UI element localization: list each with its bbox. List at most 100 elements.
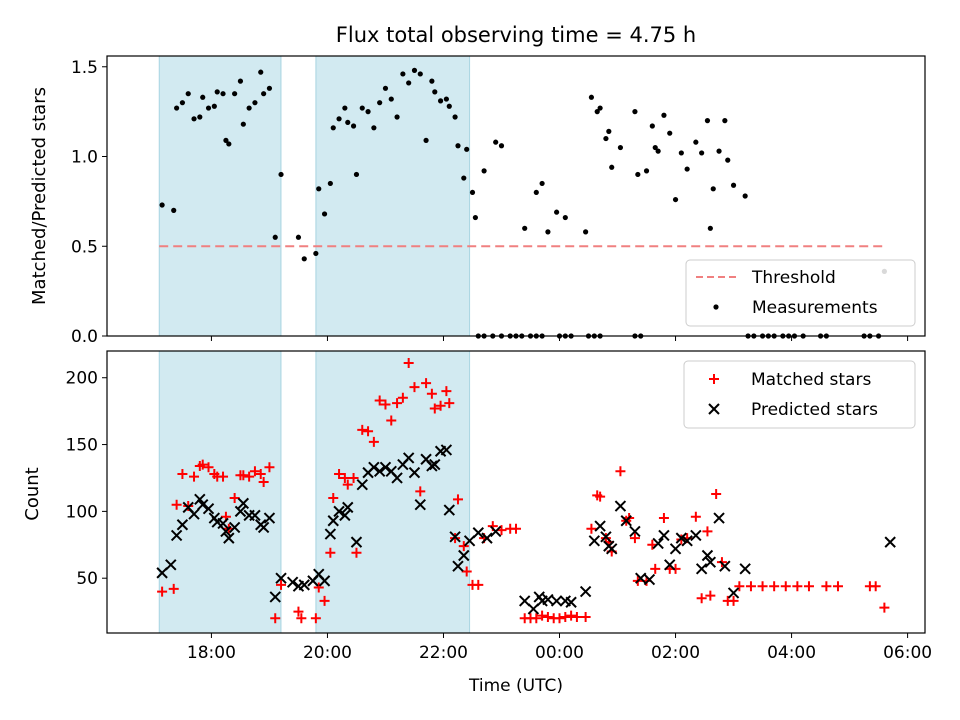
predicted-star-point	[286, 576, 299, 588]
top-ytick-label: 1.5	[71, 58, 98, 78]
chart-title: Flux total observing time = 4.75 h	[336, 23, 696, 47]
measurement-point	[377, 100, 383, 106]
predicted-star-point	[327, 515, 339, 527]
matched-star-point	[392, 398, 403, 409]
measurement-point	[594, 109, 600, 115]
legend-threshold-label: Threshold	[751, 268, 836, 288]
matched-star-point	[342, 479, 353, 490]
bottom-xlabel: Time (UTC)	[468, 676, 563, 696]
measurement-point	[365, 109, 371, 115]
matched-star-point	[368, 436, 379, 447]
matched-star-point	[171, 499, 182, 510]
predicted-star-point	[550, 595, 563, 607]
matched-star-point	[658, 513, 669, 524]
matched-star-point	[728, 595, 739, 606]
predicted-star-point	[426, 460, 438, 472]
measurement-point	[693, 139, 699, 145]
matched-star-point	[310, 613, 321, 624]
measurement-point	[464, 146, 470, 152]
observing-interval-band	[315, 55, 471, 337]
bottom-xtick-label: 00:00	[535, 643, 584, 663]
measurement-point	[330, 125, 336, 131]
predicted-star-point	[614, 500, 627, 512]
measurement-point	[214, 89, 220, 95]
predicted-star-point	[443, 504, 455, 516]
measurement-point	[533, 189, 539, 196]
matched-star-point	[203, 462, 214, 473]
measurement-point	[226, 141, 232, 147]
predicted-star-point	[719, 560, 731, 572]
predicted-star-point	[356, 478, 368, 491]
predicted-star-point	[527, 603, 540, 615]
predicted-star-point	[156, 567, 168, 579]
matched-star-point	[313, 582, 324, 593]
measurement-point	[388, 96, 394, 102]
measurement-point	[730, 182, 737, 188]
measurement-point	[197, 114, 203, 120]
predicted-star-point	[408, 466, 421, 479]
predicted-star-point	[223, 532, 235, 544]
matched-star-point	[276, 579, 287, 590]
predicted-star-point	[324, 528, 337, 540]
legend-measurements-swatch	[713, 304, 719, 310]
predicted-star-point	[440, 444, 453, 456]
matched-star-point	[351, 547, 362, 558]
predicted-star-point	[635, 572, 647, 584]
matched-star-point	[421, 378, 432, 389]
top-legend: Threshold Measurements	[685, 259, 916, 327]
matched-star-point	[803, 581, 814, 592]
measurement-point	[722, 118, 728, 124]
measurement-point	[278, 171, 284, 178]
measurement-point	[649, 123, 655, 129]
measurement-point	[437, 98, 444, 104]
measurement-point	[350, 123, 357, 129]
predicted-star-point	[188, 508, 200, 520]
predicted-star-point	[629, 525, 641, 538]
matched-star-point	[264, 462, 275, 473]
predicted-star-point	[701, 549, 714, 562]
top-panel: 0.0 0.5 1.0 1.5 Matched/Predicted stars Thr…	[29, 55, 926, 347]
matched-star-point	[757, 581, 768, 592]
measurement-point	[353, 171, 360, 178]
measurement-point	[684, 166, 690, 172]
matched-star-point	[444, 398, 455, 409]
measurement-point	[237, 78, 244, 84]
measurement-point	[493, 139, 499, 145]
matched-star-point	[792, 581, 803, 592]
matched-star-point	[380, 399, 391, 410]
matched-star-point	[650, 563, 661, 574]
bottom-xtick-label: 06:00	[883, 643, 932, 663]
measurement-point	[220, 91, 226, 97]
predicted-star-point	[373, 465, 386, 477]
matched-star-point	[734, 581, 745, 592]
measurement-point	[301, 256, 307, 262]
measurement-point	[423, 137, 429, 143]
bottom-legend: Matched stars Predicted stars	[683, 360, 916, 429]
measurement-point	[272, 234, 278, 240]
measurement-point	[174, 105, 180, 111]
matched-star-point	[542, 611, 553, 622]
predicted-star-point	[643, 573, 656, 586]
measurement-point	[554, 209, 560, 215]
predicted-star-point	[669, 543, 682, 555]
measurement-point	[545, 229, 551, 235]
bottom-xtick-label: 22:00	[419, 643, 468, 663]
bottom-xtick-label: 02:00	[651, 643, 700, 663]
predicted-star-point	[664, 559, 676, 571]
measurement-point	[359, 105, 365, 111]
top-ytick-label: 0.0	[71, 327, 98, 347]
measurement-point	[321, 211, 328, 217]
matched-star-point	[702, 526, 713, 537]
matched-star-point	[879, 602, 890, 613]
matched-star-point	[325, 547, 336, 558]
measurement-point	[443, 96, 449, 102]
matched-star-point	[177, 468, 188, 479]
measurement-point	[472, 214, 478, 221]
predicted-star-point	[463, 535, 476, 547]
observing-interval-band	[158, 55, 282, 337]
measurement-point	[597, 105, 603, 111]
top-ylabel: Matched/Predicted stars	[29, 87, 50, 305]
measurement-point	[159, 202, 165, 208]
measurement-point	[171, 207, 177, 213]
measurement-point	[432, 89, 438, 95]
